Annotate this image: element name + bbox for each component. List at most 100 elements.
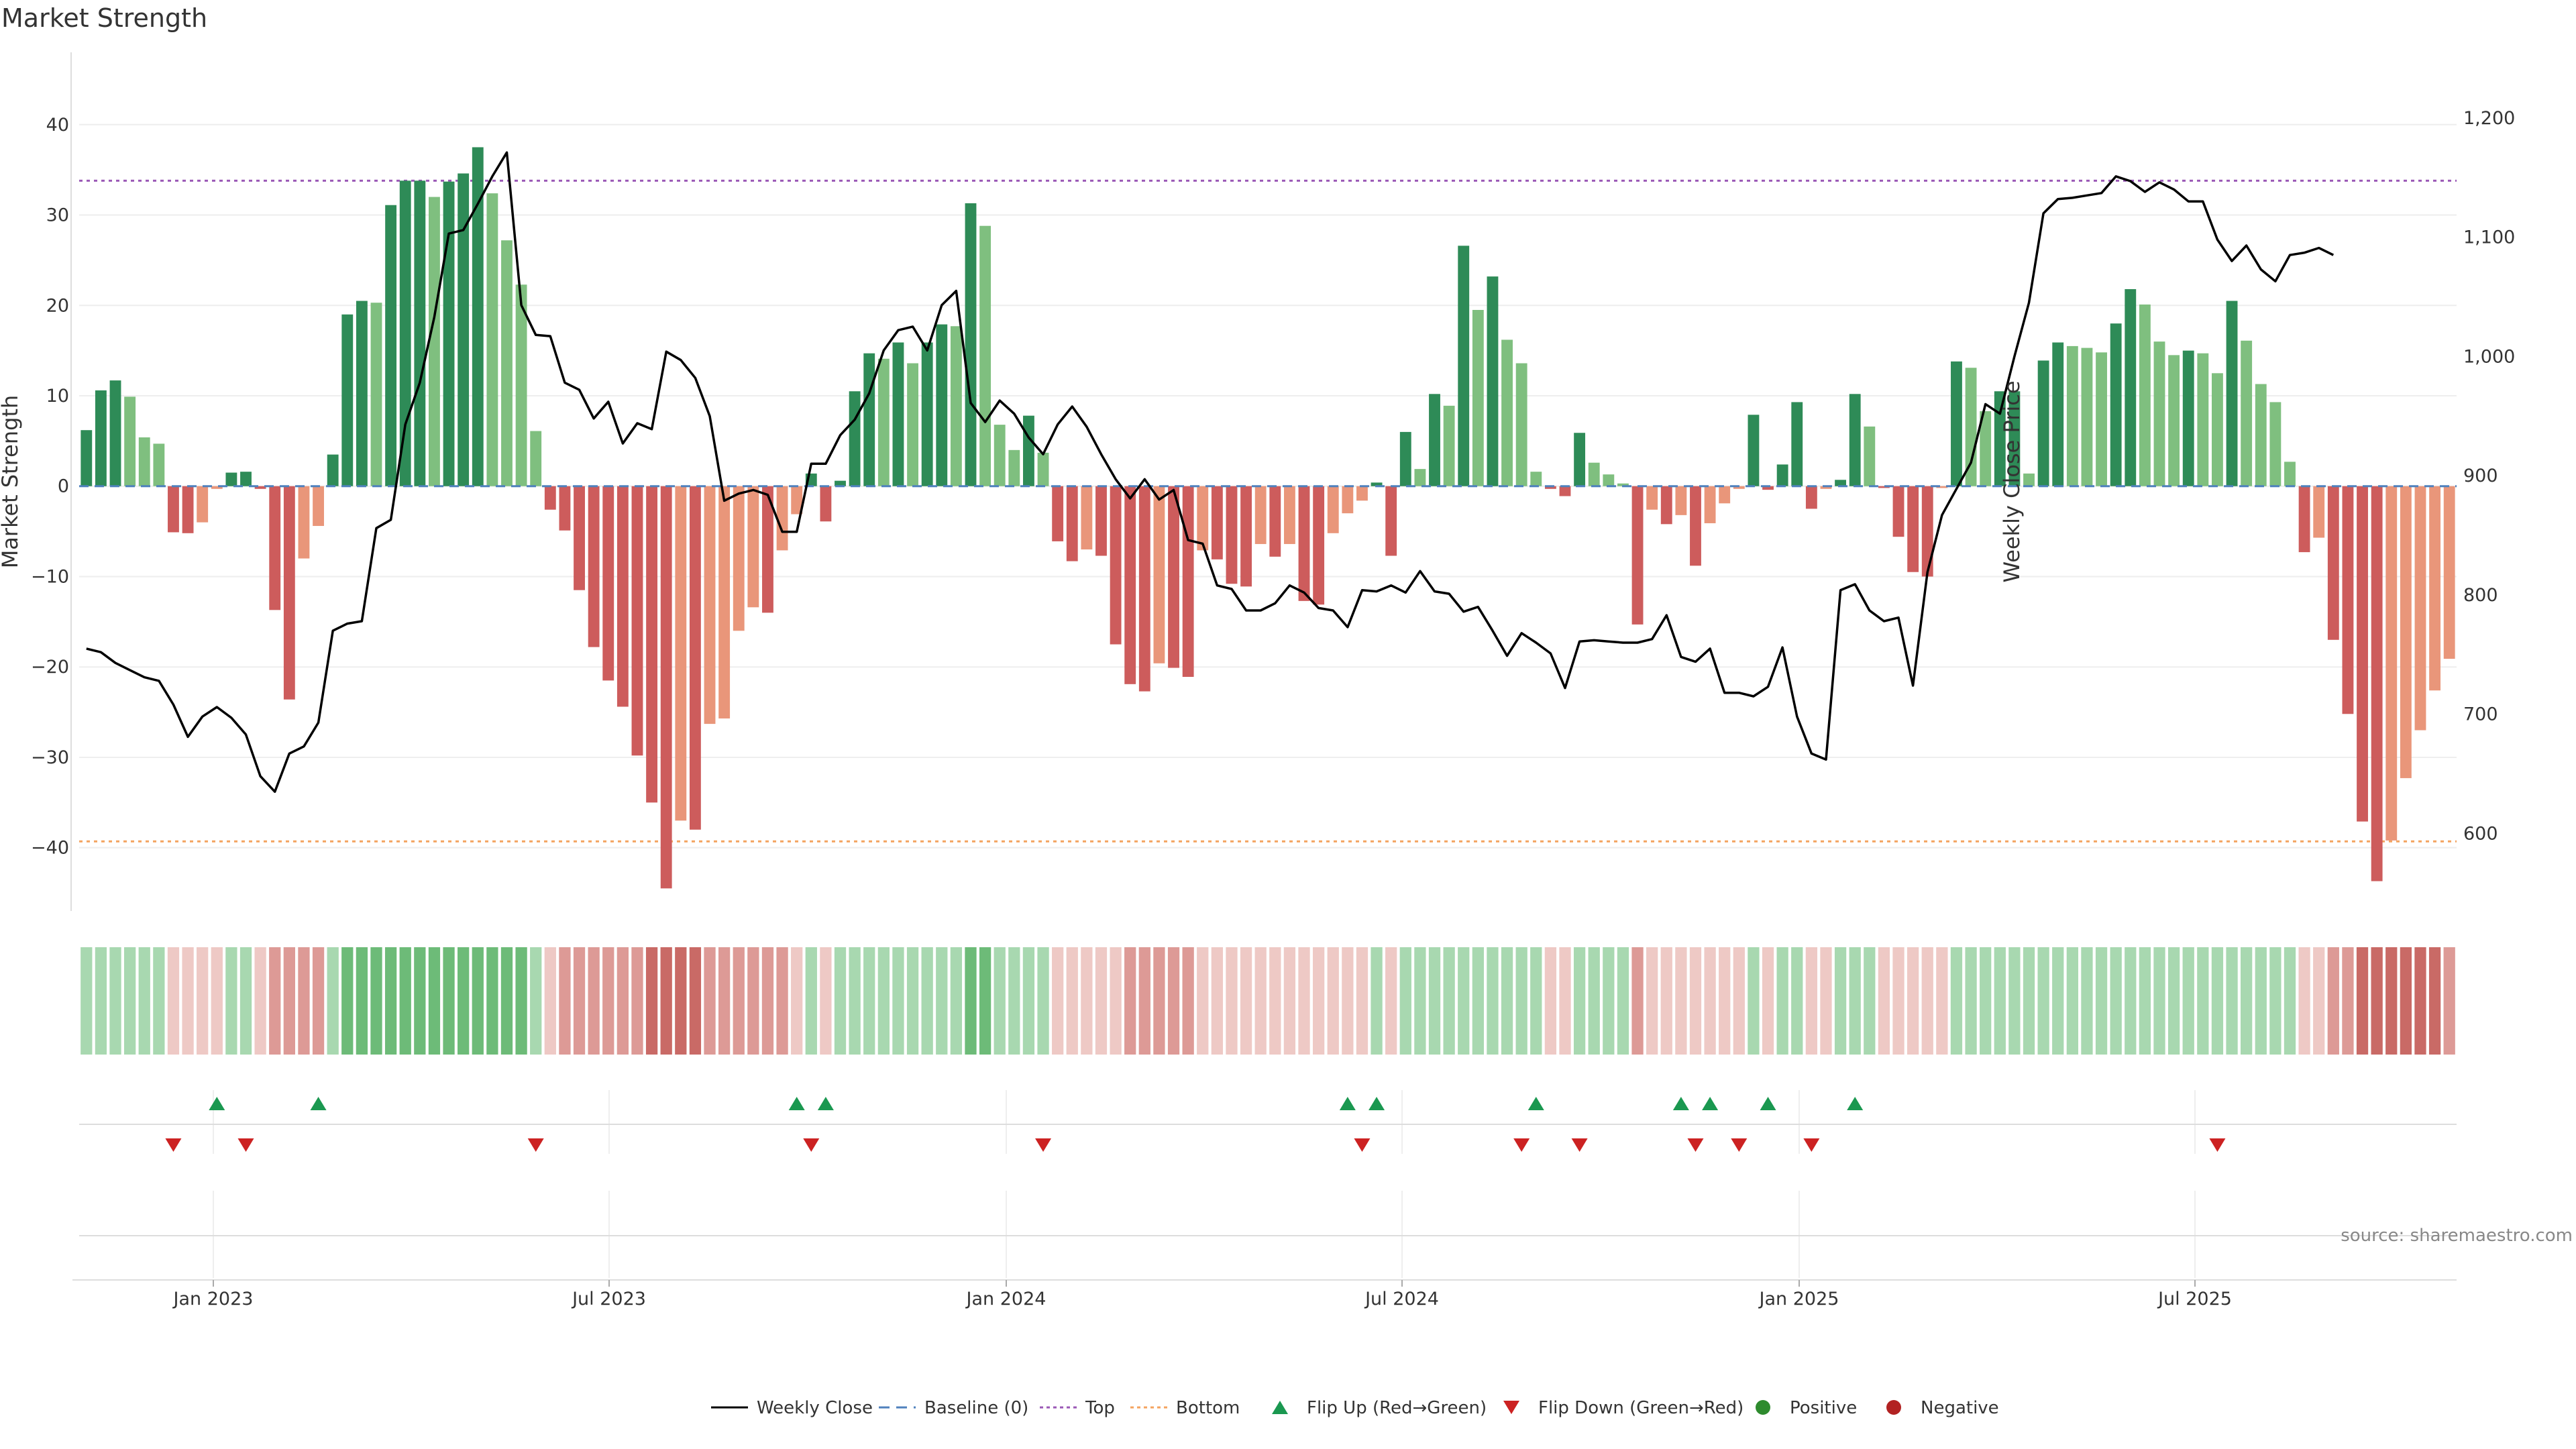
flip-up-marker bbox=[310, 1097, 327, 1110]
strip-cell bbox=[2400, 947, 2412, 1055]
strip-cell bbox=[776, 947, 788, 1055]
strength-bar bbox=[2429, 486, 2441, 691]
strength-bar bbox=[2008, 391, 2021, 486]
strength-bar bbox=[1675, 486, 1687, 515]
weekly-close-line bbox=[86, 151, 2334, 793]
strength-bar bbox=[1356, 486, 1368, 501]
strength-bar bbox=[443, 181, 455, 486]
strength-bar bbox=[240, 472, 252, 486]
strip-cell bbox=[950, 947, 963, 1055]
legend-swatch bbox=[1503, 1401, 1519, 1414]
legend-swatch bbox=[1886, 1400, 1901, 1415]
strip-cell bbox=[1443, 947, 1455, 1055]
flip-down-marker bbox=[527, 1138, 544, 1152]
strip-cell bbox=[1356, 947, 1368, 1055]
strength-bar bbox=[646, 486, 658, 803]
strip-cell bbox=[994, 947, 1006, 1055]
strip-cell bbox=[384, 947, 397, 1055]
right-tick-label: 600 bbox=[2463, 823, 2498, 844]
strength-bar bbox=[631, 486, 643, 756]
strength-bar bbox=[486, 193, 498, 486]
strip-cell bbox=[1022, 947, 1035, 1055]
strip-cell bbox=[863, 947, 875, 1055]
strength-bar bbox=[1429, 394, 1440, 486]
strip-cell bbox=[1689, 947, 1702, 1055]
strength-bar bbox=[704, 486, 716, 724]
strip-cell bbox=[327, 947, 339, 1055]
right-tick-label: 900 bbox=[2463, 466, 2498, 486]
strength-bar bbox=[2052, 342, 2064, 486]
strip-cell bbox=[834, 947, 847, 1055]
flip-up-marker bbox=[1339, 1097, 1356, 1110]
strength-bar bbox=[254, 486, 266, 489]
x-axis: Jan 2023 Jul 2023 Jan 2024 Jul 2024 Jan 2025… bbox=[72, 1279, 2457, 1309]
strength-bar bbox=[124, 396, 136, 486]
strip-cell bbox=[2356, 947, 2369, 1055]
strip-cell bbox=[2153, 947, 2165, 1055]
left-tick-label: −20 bbox=[31, 657, 69, 678]
flip-down-marker bbox=[1687, 1138, 1704, 1152]
strip-cell bbox=[312, 947, 325, 1055]
strength-bar bbox=[907, 363, 918, 486]
strength-bar bbox=[211, 486, 223, 489]
strength-bar bbox=[1023, 415, 1034, 486]
strip-cell bbox=[1820, 947, 1832, 1055]
strength-bar bbox=[472, 147, 484, 486]
strip-cell bbox=[1994, 947, 2006, 1055]
strip-cell bbox=[2110, 947, 2122, 1055]
flip-up-marker bbox=[1527, 1097, 1544, 1110]
flip-down-marker bbox=[2209, 1138, 2226, 1152]
x-tick-label: Jul 2025 bbox=[2157, 1289, 2232, 1309]
strength-bar bbox=[1588, 462, 1600, 486]
strength-bar bbox=[921, 342, 933, 486]
strength-bar bbox=[153, 443, 165, 486]
strength-bar bbox=[1980, 411, 1992, 486]
legend-label: Positive bbox=[1790, 1398, 1857, 1418]
strip-cell bbox=[733, 947, 745, 1055]
strip-cell bbox=[2081, 947, 2093, 1055]
strip-cell bbox=[138, 947, 150, 1055]
legend-swatch bbox=[1756, 1400, 1770, 1415]
strength-bar bbox=[1443, 405, 1455, 486]
strength-bar bbox=[1544, 486, 1556, 489]
strip-cell bbox=[559, 947, 571, 1055]
strength-bar bbox=[1298, 486, 1310, 601]
strip-cell bbox=[1849, 947, 1861, 1055]
strip-cell bbox=[761, 947, 774, 1055]
flip-up-marker bbox=[1672, 1097, 1689, 1110]
strip-cell bbox=[1342, 947, 1354, 1055]
strip-cell bbox=[2255, 947, 2267, 1055]
strength-bar bbox=[1472, 310, 1484, 486]
strength-bar bbox=[1008, 449, 1020, 486]
strip-cell bbox=[2313, 947, 2325, 1055]
strength-bar bbox=[1153, 486, 1165, 663]
strength-bar bbox=[1327, 486, 1339, 533]
strip-cell bbox=[80, 947, 93, 1055]
strength-bar bbox=[1748, 415, 1760, 486]
strip-cell bbox=[616, 947, 629, 1055]
chart-title: Market Strength bbox=[1, 3, 207, 33]
strength-bar bbox=[820, 486, 832, 522]
strip-cell bbox=[1791, 947, 1803, 1055]
right-axis-ticks: 1,200 1,100 1,000 900 800 700 600 bbox=[2463, 108, 2515, 845]
flip-up-marker bbox=[209, 1097, 225, 1110]
left-axis-title: Market Strength bbox=[0, 395, 23, 569]
strip-cell bbox=[1197, 947, 1209, 1055]
strength-bar bbox=[2241, 340, 2253, 486]
strength-bar bbox=[1690, 486, 1701, 566]
flip-down-marker bbox=[1571, 1138, 1588, 1152]
strip-cell bbox=[1458, 947, 1470, 1055]
strength-bar bbox=[1197, 486, 1209, 551]
strength-bar bbox=[892, 342, 904, 486]
strip-cell bbox=[1037, 947, 1049, 1055]
threshold-lines bbox=[79, 179, 2457, 843]
strip-cell bbox=[1226, 947, 1238, 1055]
legend-label: Bottom bbox=[1176, 1398, 1240, 1418]
strip-cell bbox=[414, 947, 426, 1055]
strength-bar bbox=[1762, 486, 1774, 490]
strip-cell bbox=[1153, 947, 1165, 1055]
strength-bar bbox=[1095, 486, 1107, 556]
strip-cell bbox=[153, 947, 165, 1055]
strength-bar bbox=[675, 486, 687, 821]
strip-cell bbox=[1733, 947, 1745, 1055]
